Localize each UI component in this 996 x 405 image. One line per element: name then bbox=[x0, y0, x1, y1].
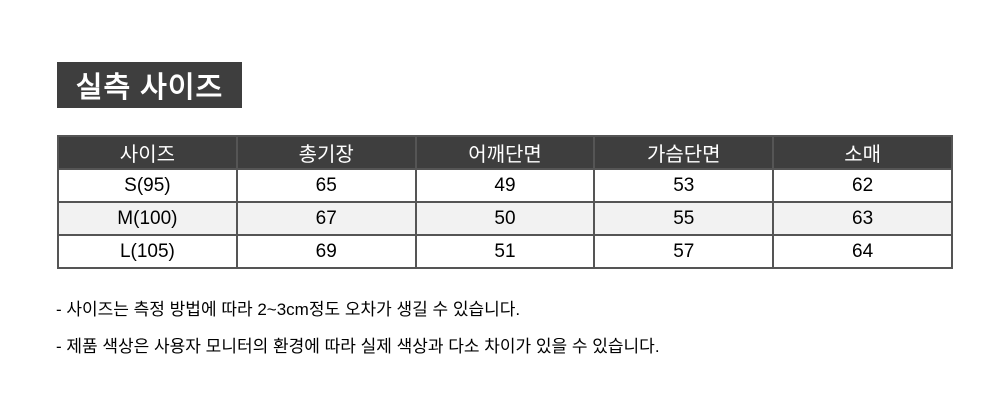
cell-total-length: 69 bbox=[235, 234, 417, 269]
note-color-difference: - 제품 색상은 사용자 모니터의 환경에 따라 실제 색상과 다소 차이가 있… bbox=[56, 337, 660, 356]
table-row-l: L(105) 69 51 57 64 bbox=[57, 234, 953, 269]
cell-total-length: 67 bbox=[235, 201, 417, 236]
cell-chest: 55 bbox=[593, 201, 775, 236]
size-table: 사이즈 총기장 어깨단면 가슴단면 소매 S(95) 65 49 53 62 M… bbox=[57, 135, 953, 269]
cell-sleeve: 63 bbox=[772, 201, 953, 236]
cell-sleeve: 62 bbox=[772, 168, 953, 203]
col-header-chest: 가슴단면 bbox=[593, 135, 775, 170]
col-header-sleeve: 소매 bbox=[772, 135, 953, 170]
col-header-total-length: 총기장 bbox=[235, 135, 417, 170]
col-header-size: 사이즈 bbox=[57, 135, 238, 170]
table-row-s: S(95) 65 49 53 62 bbox=[57, 168, 953, 203]
cell-total-length: 65 bbox=[235, 168, 417, 203]
cell-size-label: M(100) bbox=[57, 201, 238, 236]
cell-shoulder: 49 bbox=[414, 168, 596, 203]
note-size-tolerance: - 사이즈는 측정 방법에 따라 2~3cm정도 오차가 생길 수 있습니다. bbox=[56, 300, 521, 319]
col-header-shoulder: 어깨단면 bbox=[414, 135, 596, 170]
cell-shoulder: 50 bbox=[414, 201, 596, 236]
cell-size-label: L(105) bbox=[57, 234, 238, 269]
cell-chest: 57 bbox=[593, 234, 775, 269]
cell-sleeve: 64 bbox=[772, 234, 953, 269]
table-header-row: 사이즈 총기장 어깨단면 가슴단면 소매 bbox=[57, 135, 953, 170]
notes: - 사이즈는 측정 방법에 따라 2~3cm정도 오차가 생길 수 있습니다. … bbox=[56, 300, 660, 374]
table-row-m: M(100) 67 50 55 63 bbox=[57, 201, 953, 236]
section-title: 실측 사이즈 bbox=[75, 72, 224, 104]
cell-chest: 53 bbox=[593, 168, 775, 203]
cell-shoulder: 51 bbox=[414, 234, 596, 269]
cell-size-label: S(95) bbox=[57, 168, 238, 203]
section-title-badge: 실측 사이즈 bbox=[57, 62, 242, 108]
